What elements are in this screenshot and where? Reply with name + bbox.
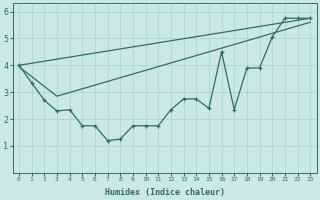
X-axis label: Humidex (Indice chaleur): Humidex (Indice chaleur) [105,188,225,197]
